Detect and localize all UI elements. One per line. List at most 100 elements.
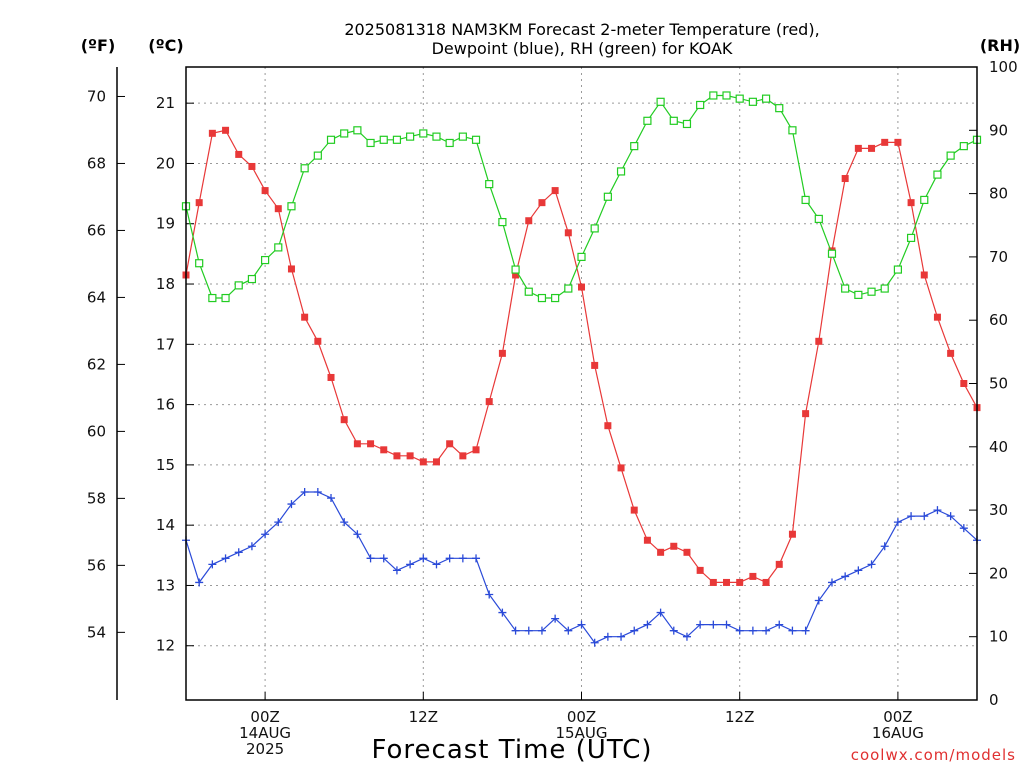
- rh-point: [458, 132, 467, 141]
- temperature-point: [446, 440, 454, 448]
- temperature-point: [419, 458, 427, 466]
- dewpoint-point: [327, 494, 336, 503]
- rh-tick-label: 30: [989, 501, 1008, 519]
- fahrenheit-tick-label: 58: [87, 489, 106, 507]
- celsius-tick-label: 15: [156, 456, 175, 474]
- temperature-point: [933, 313, 941, 321]
- dewpoint-point: [274, 518, 283, 527]
- rh-point: [827, 249, 837, 258]
- rh-point: [696, 100, 705, 110]
- temperature-point: [643, 536, 651, 544]
- dewpoint-point: [498, 608, 507, 617]
- rh-point: [920, 195, 929, 205]
- dewpoint-point: [893, 518, 902, 527]
- rh-point: [669, 116, 678, 125]
- temperature-point: [222, 126, 230, 134]
- celsius-tick-label: 20: [156, 154, 175, 172]
- dewpoint-point: [946, 512, 955, 521]
- dewpoint-point: [221, 554, 230, 563]
- rh-axis: 0 10 20 30 40 50 60 70 80 90 100: [969, 58, 1018, 709]
- fahrenheit-unit-label: (ºF): [81, 36, 116, 55]
- rh-point: [880, 284, 889, 293]
- fahrenheit-tick-label: 64: [87, 288, 106, 306]
- celsius-tick-label: 18: [156, 275, 175, 293]
- dewpoint-point: [854, 566, 863, 575]
- rh-point: [353, 126, 362, 135]
- rh-point: [761, 94, 771, 103]
- dewpoint-point: [814, 596, 823, 605]
- celsius-tick-label: 14: [156, 516, 175, 534]
- temperature-point: [604, 422, 612, 430]
- rh-point: [577, 252, 586, 261]
- fahrenheit-tick-label: 56: [87, 556, 106, 574]
- rh-point: [564, 284, 573, 293]
- fahrenheit-tick-label: 62: [87, 355, 106, 373]
- temperature-point: [340, 416, 348, 424]
- rh-point: [340, 129, 349, 138]
- dewpoint-point: [208, 560, 217, 569]
- dewpoint-point: [867, 560, 876, 569]
- dewpoint-point: [959, 524, 968, 533]
- rh-point: [841, 284, 850, 293]
- dewpoint-point: [933, 506, 942, 515]
- temperature-point: [472, 446, 480, 454]
- temperature-point: [802, 410, 810, 418]
- time-tick-label: 15AUG: [556, 724, 608, 742]
- dewpoint-point: [920, 512, 929, 521]
- dewpoint-point: [603, 632, 612, 641]
- time-tick-label: 12Z: [409, 708, 438, 726]
- dewpoint-point: [669, 626, 678, 635]
- temperature-point: [538, 199, 546, 207]
- rh-unit-label: (RH): [980, 36, 1020, 55]
- temperature-point: [195, 199, 203, 207]
- dewpoint-point: [788, 626, 797, 635]
- dewpoint-point: [643, 620, 652, 629]
- rh-point: [537, 293, 547, 303]
- dewpoint-point: [709, 620, 718, 629]
- dewpoint-point: [419, 554, 428, 563]
- temperature-point: [815, 337, 823, 345]
- dewpoint-point: [617, 632, 626, 641]
- temperature-point: [907, 199, 915, 207]
- celsius-tick-label: 16: [156, 396, 175, 414]
- temperature-point: [301, 313, 309, 321]
- rh-point: [682, 119, 692, 129]
- dewpoint-point: [735, 626, 744, 635]
- dewpoint-point: [340, 518, 349, 527]
- celsius-tick-label: 19: [156, 215, 175, 233]
- time-tick-label: 16AUG: [872, 724, 924, 742]
- dewpoint-point: [775, 620, 784, 629]
- temperature-point: [551, 187, 559, 195]
- temperature-point: [960, 380, 968, 387]
- rh-point: [735, 94, 744, 103]
- temperature-point: [617, 464, 625, 472]
- temperature-point: [736, 578, 744, 586]
- time-tick-label: 12Z: [725, 708, 754, 726]
- temperature-point: [498, 349, 506, 357]
- fahrenheit-tick-label: 54: [87, 623, 106, 641]
- credit-text: coolwx.com/models: [851, 746, 1016, 764]
- dewpoint-point: [537, 626, 546, 635]
- temperature-point: [406, 452, 414, 460]
- temperature-point: [564, 229, 572, 237]
- rh-point: [300, 164, 309, 173]
- rh-point: [590, 224, 599, 233]
- celsius-tick-label: 13: [156, 576, 175, 594]
- rh-point: [379, 135, 388, 144]
- dewpoint-point: [313, 488, 322, 497]
- rh-tick-label: 60: [989, 311, 1008, 329]
- rh-point: [906, 233, 916, 243]
- rh-point: [498, 217, 507, 227]
- temperature-point: [459, 452, 467, 460]
- chart-title: 2025081318 NAM3KM Forecast 2-meter Tempe…: [344, 20, 819, 39]
- rh-point: [893, 265, 903, 274]
- rh-tick-label: 0: [989, 691, 999, 709]
- temperature-point: [261, 187, 269, 195]
- temperature-point: [248, 162, 256, 170]
- rh-point: [603, 192, 612, 201]
- rh-point: [524, 287, 533, 296]
- rh-point: [551, 293, 560, 303]
- celsius-axis: 12 13 14 15 16 17 18 19 20 21: [156, 94, 194, 655]
- rh-point: [814, 214, 823, 224]
- dewpoint-point: [406, 560, 415, 569]
